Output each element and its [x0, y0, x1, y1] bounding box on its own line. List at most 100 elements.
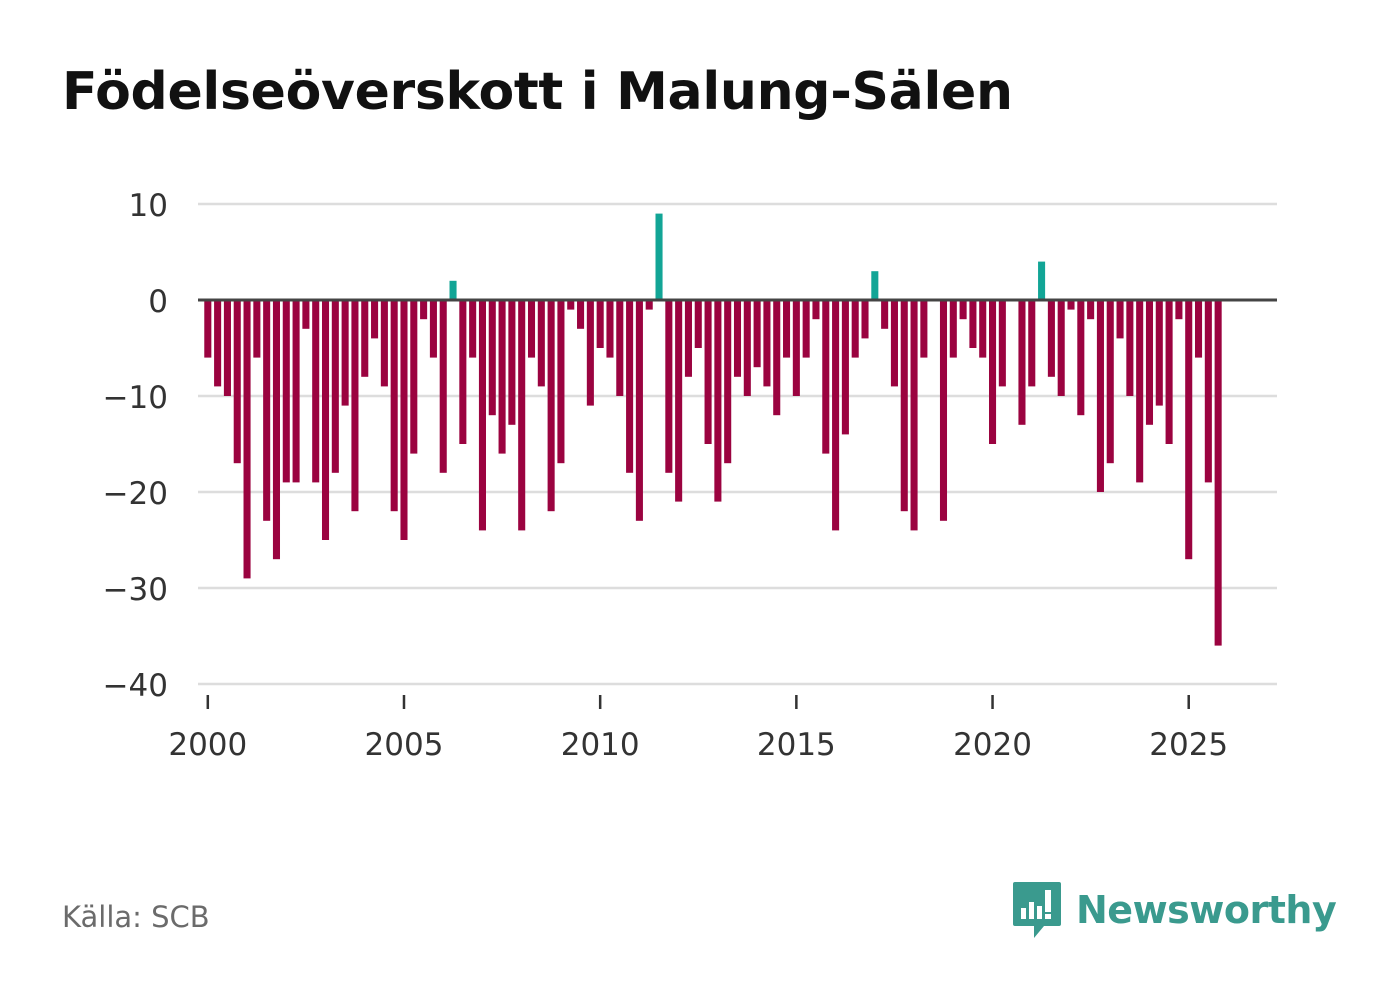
bar[interactable]: [763, 300, 771, 387]
bar[interactable]: [302, 300, 310, 329]
bar[interactable]: [616, 300, 624, 396]
bar[interactable]: [998, 300, 1006, 387]
bar[interactable]: [606, 300, 614, 358]
bar[interactable]: [969, 300, 977, 348]
bar[interactable]: [1106, 300, 1114, 464]
bar[interactable]: [1077, 300, 1085, 416]
bar[interactable]: [783, 300, 791, 358]
bar[interactable]: [439, 300, 447, 473]
bar[interactable]: [1018, 300, 1026, 425]
bar[interactable]: [939, 300, 948, 521]
bar[interactable]: [429, 300, 437, 358]
bar[interactable]: [861, 300, 869, 339]
bar[interactable]: [1067, 300, 1075, 310]
bar[interactable]: [724, 300, 732, 464]
bar[interactable]: [233, 300, 241, 464]
bar[interactable]: [1155, 300, 1163, 406]
bar[interactable]: [478, 300, 486, 531]
bar[interactable]: [665, 300, 673, 473]
bar[interactable]: [822, 300, 830, 454]
bar[interactable]: [557, 300, 565, 464]
bar[interactable]: [1194, 300, 1203, 358]
bar[interactable]: [1204, 300, 1212, 483]
bar[interactable]: [753, 300, 761, 368]
bar[interactable]: [420, 300, 428, 320]
bar[interactable]: [272, 300, 281, 560]
bar[interactable]: [400, 300, 408, 540]
bar[interactable]: [743, 300, 751, 396]
bar[interactable]: [331, 300, 339, 473]
bar[interactable]: [1038, 261, 1046, 300]
bar[interactable]: [498, 300, 506, 454]
bar[interactable]: [910, 300, 918, 531]
bar[interactable]: [459, 300, 467, 444]
bar[interactable]: [979, 300, 987, 358]
bar[interactable]: [1214, 300, 1222, 646]
bar[interactable]: [537, 300, 545, 387]
bar[interactable]: [1126, 300, 1134, 396]
bar[interactable]: [920, 300, 928, 358]
bar[interactable]: [1057, 300, 1065, 396]
bar[interactable]: [733, 300, 742, 377]
bar[interactable]: [655, 213, 663, 300]
bar[interactable]: [596, 300, 604, 348]
bar[interactable]: [890, 300, 898, 387]
bar[interactable]: [469, 300, 477, 358]
bar[interactable]: [684, 300, 692, 377]
bar[interactable]: [567, 300, 575, 310]
bar[interactable]: [312, 300, 320, 483]
bar[interactable]: [773, 300, 781, 416]
bar[interactable]: [989, 300, 997, 444]
bar[interactable]: [1087, 300, 1095, 320]
bar[interactable]: [243, 300, 251, 579]
bar[interactable]: [508, 300, 516, 425]
bar[interactable]: [635, 300, 643, 521]
bar[interactable]: [792, 300, 800, 396]
bar[interactable]: [390, 300, 398, 512]
bar[interactable]: [841, 300, 849, 435]
bar[interactable]: [1185, 300, 1193, 560]
bar[interactable]: [586, 300, 594, 406]
bar[interactable]: [1047, 300, 1055, 377]
bar[interactable]: [518, 300, 526, 531]
bar[interactable]: [341, 300, 349, 406]
bar[interactable]: [253, 300, 261, 358]
bar[interactable]: [802, 300, 810, 358]
bar[interactable]: [292, 300, 300, 483]
bar[interactable]: [1145, 300, 1154, 425]
bar[interactable]: [1136, 300, 1144, 483]
bar[interactable]: [361, 300, 369, 377]
bar[interactable]: [1028, 300, 1036, 387]
bar[interactable]: [371, 300, 379, 339]
bar[interactable]: [704, 300, 712, 444]
bar[interactable]: [449, 280, 457, 300]
brand-logo[interactable]: Newsworthy: [1012, 880, 1337, 940]
bar[interactable]: [949, 300, 957, 358]
bar[interactable]: [1175, 300, 1183, 320]
bar[interactable]: [577, 300, 585, 329]
bar[interactable]: [1096, 300, 1104, 492]
bar[interactable]: [223, 300, 231, 396]
bar[interactable]: [675, 300, 683, 502]
bar[interactable]: [204, 300, 212, 358]
bar[interactable]: [351, 300, 359, 512]
bar[interactable]: [959, 300, 967, 320]
bar[interactable]: [1165, 300, 1173, 444]
bar[interactable]: [851, 300, 859, 358]
bar[interactable]: [410, 300, 418, 454]
bar[interactable]: [547, 300, 555, 512]
bar[interactable]: [645, 300, 653, 310]
bar[interactable]: [527, 300, 536, 358]
bar[interactable]: [714, 300, 722, 502]
bar[interactable]: [488, 300, 496, 416]
bar[interactable]: [900, 300, 908, 512]
bar[interactable]: [694, 300, 702, 348]
bar[interactable]: [812, 300, 820, 320]
bar[interactable]: [1116, 300, 1124, 339]
bar[interactable]: [282, 300, 290, 483]
bar[interactable]: [832, 300, 840, 531]
bar[interactable]: [321, 300, 330, 540]
bar[interactable]: [626, 300, 634, 473]
bar[interactable]: [214, 300, 222, 387]
bar[interactable]: [380, 300, 388, 387]
